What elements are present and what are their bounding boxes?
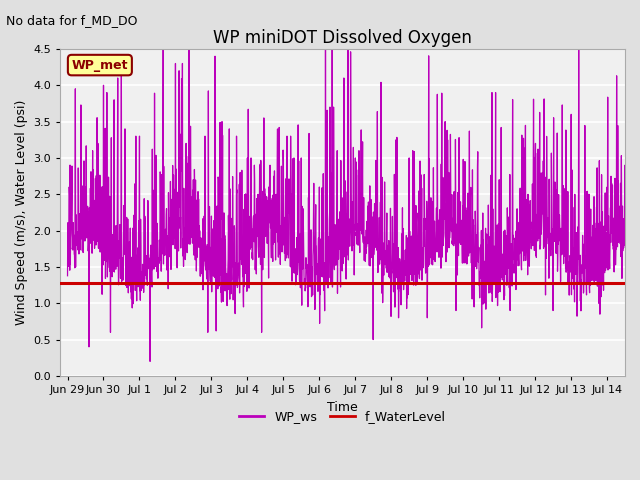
- Legend: WP_ws, f_WaterLevel: WP_ws, f_WaterLevel: [234, 406, 451, 429]
- X-axis label: Time: Time: [327, 400, 358, 413]
- Title: WP miniDOT Dissolved Oxygen: WP miniDOT Dissolved Oxygen: [213, 29, 472, 48]
- Y-axis label: Wind Speed (m/s), Water Level (psi): Wind Speed (m/s), Water Level (psi): [15, 100, 28, 325]
- Text: No data for f_MD_DO: No data for f_MD_DO: [6, 14, 138, 27]
- Text: WP_met: WP_met: [72, 59, 128, 72]
